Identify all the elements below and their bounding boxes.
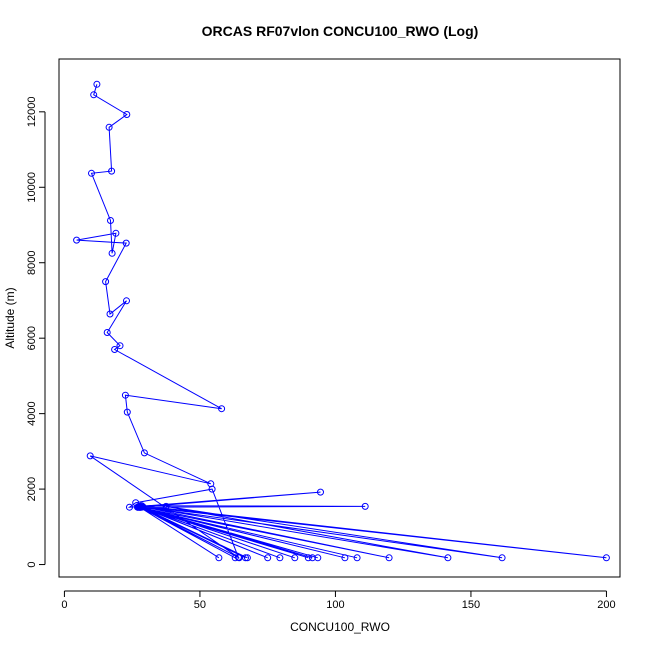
y-tick-label: 12000: [26, 97, 38, 128]
data-point: [102, 278, 110, 286]
data-point: [136, 503, 144, 511]
data-point: [73, 236, 81, 244]
data-point: [314, 554, 322, 562]
data-point: [140, 449, 148, 457]
data-point: [353, 554, 361, 562]
data-point: [111, 346, 119, 353]
y-tick-label: 8000: [26, 250, 38, 274]
x-tick-label: 200: [597, 599, 615, 611]
data-point: [235, 554, 243, 562]
data-point: [112, 229, 120, 237]
data-point: [116, 342, 124, 350]
data-point: [218, 405, 226, 413]
data-point: [123, 111, 131, 118]
data-point: [121, 391, 129, 399]
data-point: [304, 554, 312, 562]
data-point: [264, 554, 272, 562]
x-axis: 0 50 100 150 200: [61, 590, 616, 611]
data-point: [385, 554, 393, 562]
data-point: [498, 554, 506, 562]
data-point: [361, 502, 369, 510]
x-tick-label: 150: [462, 599, 480, 611]
data-point: [88, 169, 95, 177]
data-point: [602, 554, 610, 562]
y-axis-label: Altitude (m): [3, 287, 17, 348]
data-point: [123, 408, 131, 416]
data-point: [444, 554, 452, 562]
x-tick-label: 100: [326, 599, 344, 611]
data-point: [341, 554, 349, 562]
series-layer: [73, 80, 610, 562]
y-axis: 0 2000 4000 6000 8000 10000 12000: [26, 97, 46, 568]
data-point: [243, 554, 251, 562]
data-point: [231, 554, 239, 562]
data-point: [106, 310, 114, 318]
data-point: [308, 554, 316, 562]
x-axis-label: CONCU100_RWO: [290, 620, 390, 634]
data-point: [126, 503, 133, 511]
data-point: [108, 167, 116, 175]
series-line: [76, 84, 607, 559]
data-point: [103, 329, 111, 336]
data-point: [122, 239, 130, 247]
chart-title: ORCAS RF07vlon CONCU100_RWO (Log): [202, 23, 479, 39]
x-tick-label: 0: [61, 599, 67, 611]
y-tick-label: 10000: [26, 172, 38, 203]
data-point: [162, 502, 170, 510]
data-point: [108, 249, 116, 257]
data-point: [90, 91, 98, 99]
data-point: [317, 488, 324, 496]
y-tick-label: 4000: [26, 401, 38, 425]
y-tick-label: 0: [26, 561, 38, 567]
y-tick-label: 2000: [26, 477, 38, 501]
data-point: [105, 123, 113, 131]
y-tick-label: 6000: [26, 326, 38, 350]
data-point: [86, 452, 94, 460]
data-point: [291, 554, 299, 562]
plot-frame: [58, 58, 621, 578]
data-point: [215, 554, 223, 562]
data-point: [276, 554, 284, 562]
data-point: [208, 485, 216, 493]
data-point: [93, 80, 101, 88]
data-point: [123, 297, 130, 305]
x-tick-label: 50: [194, 599, 206, 611]
data-point: [107, 217, 114, 224]
